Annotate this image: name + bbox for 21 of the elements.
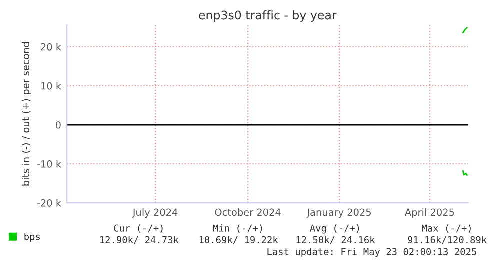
y-axis-title: bits in (-) / out (+) per second [22,42,32,186]
y-tick-label: 0 [56,121,61,129]
x-tick-label: October 2024 [215,208,281,216]
text: 10.69k/ 19.22k [200,236,278,244]
text: Avg (-/+) [310,224,360,234]
text: 12.50k/ 24.16k [296,236,376,244]
x-tick-label: April 2025 [405,208,454,218]
legend-label: bps [24,232,40,242]
x-tick-label: July 2024 [132,208,178,218]
x-tick-label: January 2025 [306,208,372,218]
text: 91.16k/120.89k [408,236,487,244]
text: Max (-/+) [422,224,471,234]
text: Last update: Fri May 23 02:00:13 2025 [268,248,476,258]
chart-title: enp3s0 traffic - by year [199,10,337,22]
y-tick-label: 10 k [42,82,62,90]
text: Min (-/+) [213,224,262,234]
y-tick-label: 20 k [41,43,62,51]
y-tick-label: -10 k [37,160,62,168]
y-tick-label: -20 k [37,199,62,207]
text: Cur (-/+) [114,224,163,234]
text: 12.90k/ 24.73k [100,236,179,244]
